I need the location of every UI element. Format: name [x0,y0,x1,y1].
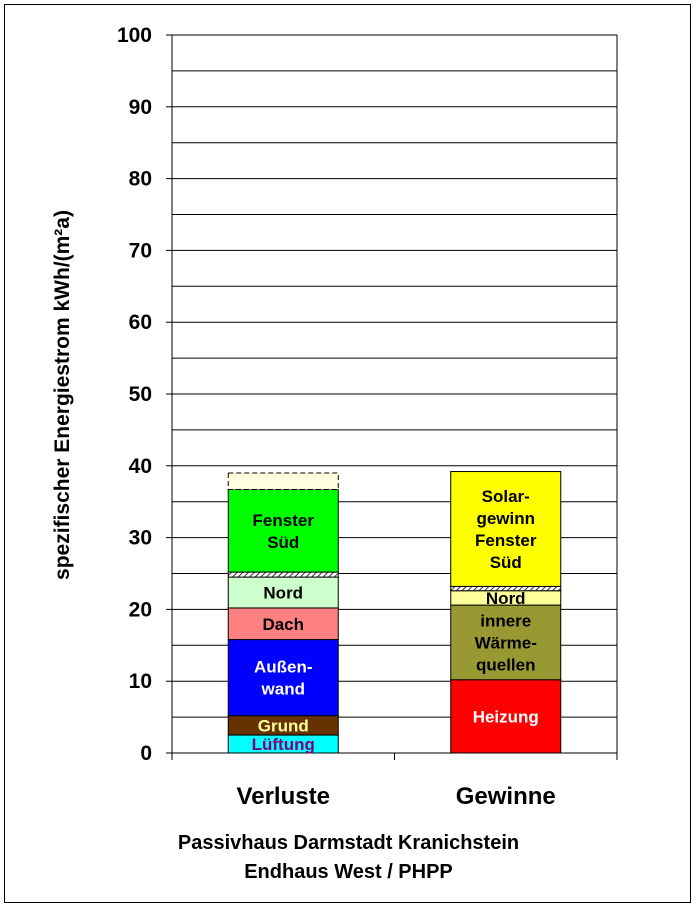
y-tick-label: 90 [129,96,152,119]
y-tick-label: 40 [129,455,152,478]
bar-segment-label: Nord [486,589,526,608]
bar-segment-label: Fenster [475,531,537,550]
bar-segment [450,585,562,592]
bar-segment-label: Süd [267,533,299,552]
y-tick-label: 70 [129,239,152,262]
bar-segment-label: Solar- [482,487,530,506]
bar-segment [450,679,562,754]
bar-segment-label: Süd [490,553,522,572]
bar-segment [450,471,562,587]
caption-line-1: Passivhaus Darmstadt Kranichstein [177,832,520,854]
bar-segment-label: Fenster [253,511,315,530]
bar-segment [450,604,562,681]
caption-line-2: Endhaus West / PHPP [244,861,453,883]
y-tick-label: 100 [117,24,152,47]
bar-segment [227,639,339,717]
bar-segment [227,488,339,573]
y-tick-label: 0 [140,742,152,765]
y-tick-label: 80 [129,168,152,191]
y-axis-label: spezifischer Energiestrom kWh/(m²a) [51,210,74,580]
bar-segment-label: Heizung [473,707,539,726]
axes: 0 10 20 30 40 50 60 70 80 90 100 Verluste Gewinne [117,24,618,810]
bar-segment-label: Dach [262,615,304,634]
bar-segment-label: Wärme- [475,633,537,652]
y-tick-label: 60 [129,311,152,334]
x-category-label: Gewinne [456,783,556,810]
bar-segment-label: Grund [258,716,309,735]
bar-segment [227,576,339,609]
bar-segment-label: Lüftung [252,735,315,754]
bar-segment-label: Nord [263,584,303,603]
x-category-label: Verluste [237,783,330,810]
bar-segment-label: gewinn [476,509,535,528]
y-tick-label: 50 [129,383,152,406]
y-tick-label: 20 [129,598,152,621]
bar-segment [227,607,339,641]
bar-segment [227,472,339,490]
y-tick-label: 10 [129,670,152,693]
bar-segment-label: innere [480,611,531,630]
bar-segment-label: Außen- [254,658,313,677]
bar-segment-label: wand [261,680,305,699]
y-tick-label: 30 [129,527,152,550]
bar-segment-label: quellen [476,655,536,674]
bar-segment [227,571,339,578]
